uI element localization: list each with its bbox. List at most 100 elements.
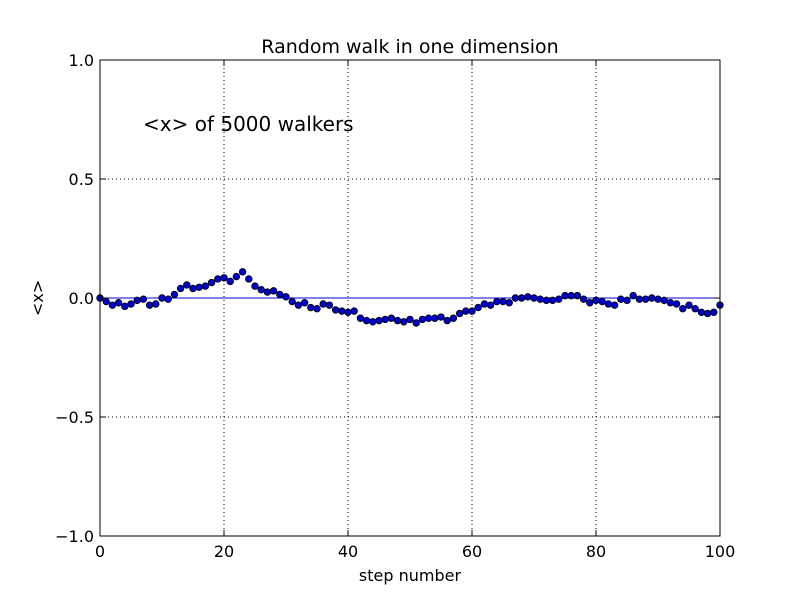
data-point bbox=[232, 272, 241, 281]
data-point bbox=[573, 291, 582, 300]
data-point bbox=[121, 302, 129, 311]
y-tick-label: 0.0 bbox=[69, 289, 94, 308]
data-point bbox=[610, 301, 619, 309]
chart-title: Random walk in one dimension bbox=[261, 36, 558, 58]
data-point bbox=[387, 314, 396, 322]
data-point bbox=[152, 300, 160, 308]
chart-annotation: <x> of 5000 walkers bbox=[143, 112, 354, 136]
data-point bbox=[276, 290, 284, 299]
data-point bbox=[139, 295, 148, 303]
data-point bbox=[313, 305, 321, 313]
x-tick-label: 40 bbox=[338, 542, 358, 561]
data-point bbox=[164, 295, 172, 303]
data-point bbox=[294, 301, 303, 309]
data-point bbox=[679, 305, 687, 313]
data-point bbox=[431, 314, 439, 322]
data-point bbox=[455, 309, 464, 318]
data-point bbox=[623, 296, 631, 305]
data-point bbox=[548, 296, 557, 305]
data-point bbox=[505, 299, 513, 307]
data-point bbox=[114, 299, 123, 307]
ticks: 0 20 40 60 80 100 −1.0 −0.5 0.0 0.5 1.0 bbox=[55, 51, 735, 561]
data-point bbox=[555, 295, 563, 303]
data-point bbox=[245, 275, 253, 283]
y-tick-label: 1.0 bbox=[69, 51, 94, 70]
data-point bbox=[307, 303, 315, 312]
data-point bbox=[604, 300, 613, 308]
y-tick-label: −0.5 bbox=[55, 408, 94, 427]
data-point bbox=[424, 314, 433, 322]
data-point bbox=[282, 293, 290, 301]
data-point bbox=[586, 299, 594, 307]
data-point bbox=[288, 297, 296, 306]
data-point bbox=[703, 309, 712, 318]
data-point bbox=[201, 282, 210, 290]
data-points bbox=[96, 268, 724, 327]
data-point bbox=[220, 274, 228, 282]
data-point bbox=[635, 295, 644, 303]
data-point bbox=[437, 313, 445, 321]
data-point bbox=[158, 294, 166, 302]
data-point bbox=[462, 307, 470, 315]
data-point bbox=[493, 297, 501, 306]
data-point bbox=[499, 297, 507, 306]
data-point bbox=[648, 294, 656, 302]
data-point bbox=[170, 290, 179, 299]
data-point bbox=[517, 294, 526, 302]
data-point bbox=[654, 295, 662, 303]
data-point bbox=[356, 314, 365, 322]
data-point bbox=[641, 295, 650, 303]
data-point bbox=[474, 303, 482, 312]
data-point bbox=[176, 284, 185, 293]
data-point bbox=[697, 308, 706, 316]
x-tick-label: 0 bbox=[95, 542, 105, 561]
data-point bbox=[226, 277, 234, 286]
x-axis-label: step number bbox=[359, 566, 462, 585]
data-point bbox=[443, 316, 451, 325]
data-point bbox=[145, 301, 154, 309]
data-point bbox=[685, 301, 693, 309]
data-point bbox=[331, 306, 340, 314]
data-point bbox=[629, 291, 637, 300]
y-axis-label: <x> bbox=[28, 280, 47, 316]
data-point bbox=[579, 295, 588, 303]
data-point bbox=[660, 296, 668, 305]
data-point bbox=[238, 268, 247, 276]
data-point bbox=[362, 316, 371, 325]
data-point bbox=[300, 299, 309, 307]
data-point bbox=[263, 288, 272, 296]
data-point bbox=[524, 293, 532, 301]
data-point bbox=[369, 318, 377, 326]
data-point bbox=[561, 291, 569, 300]
x-tick-label: 60 bbox=[462, 542, 482, 561]
data-point bbox=[400, 318, 408, 326]
data-point bbox=[375, 316, 383, 325]
x-tick-label: 100 bbox=[705, 542, 736, 561]
data-point bbox=[257, 285, 265, 294]
data-point bbox=[672, 300, 681, 308]
data-point bbox=[567, 291, 575, 300]
data-point bbox=[449, 314, 458, 322]
data-point bbox=[195, 283, 203, 291]
data-point bbox=[598, 297, 606, 306]
data-point bbox=[269, 287, 278, 295]
data-point bbox=[486, 301, 495, 309]
data-point bbox=[127, 300, 135, 308]
data-point bbox=[207, 278, 216, 287]
data-point bbox=[480, 300, 489, 308]
data-point bbox=[183, 281, 191, 289]
data-point bbox=[412, 319, 420, 327]
data-point bbox=[468, 307, 476, 315]
data-point bbox=[214, 275, 222, 283]
data-point bbox=[189, 284, 197, 293]
data-point bbox=[350, 307, 358, 315]
data-point bbox=[710, 308, 718, 316]
data-point bbox=[530, 294, 538, 302]
data-point bbox=[108, 301, 117, 309]
data-point bbox=[592, 296, 600, 305]
data-point bbox=[338, 307, 346, 315]
data-point bbox=[133, 296, 141, 305]
data-point bbox=[418, 315, 427, 324]
data-point bbox=[511, 294, 520, 302]
